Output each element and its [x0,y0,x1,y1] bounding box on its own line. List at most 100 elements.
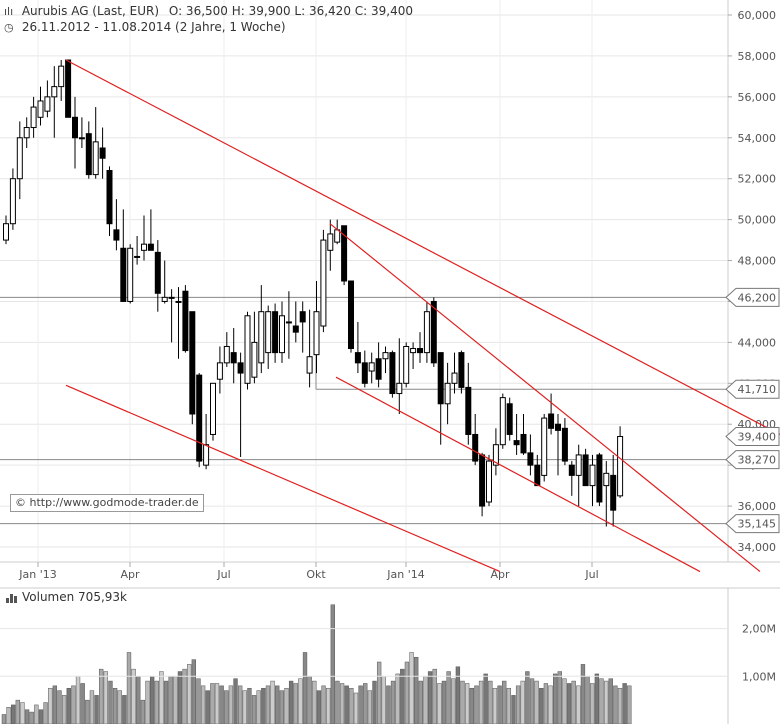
volume-bar [15,699,20,724]
candle-up [258,311,265,364]
candle-down [458,352,465,388]
candle-up [161,296,168,302]
candle-up [141,243,147,251]
trendline [65,59,780,435]
volume-bar [437,683,442,724]
y-tick-label: 44,000 [738,336,777,349]
volume-bar [242,690,247,724]
candle-down [99,147,106,159]
volume-bar [256,690,261,724]
volume-bars [0,587,780,724]
volume-bar [131,668,136,724]
volume-bar [353,692,359,724]
y-tick-label: 52,000 [738,173,777,186]
candle-down [375,358,382,380]
volume-bar [122,695,127,724]
volume-bar [6,707,11,724]
candle-down [154,251,161,294]
volume-bar [182,668,187,724]
volume-bar [11,704,16,724]
level-tag-label: 39,400 [738,431,777,444]
volume-bar [265,685,271,724]
volume-bar [140,699,146,724]
volume-bar [219,685,224,724]
volume-bar [395,673,400,724]
volume-bar [344,685,349,724]
volume-bar [441,680,447,724]
volume-bar [168,676,173,724]
x-tick-label: Jan '13 [18,568,56,581]
volume-bar [622,683,627,724]
volume-bar [247,687,252,724]
candle-up [251,341,258,378]
volume-bar [580,664,586,724]
candle-up [30,106,37,129]
volume-bar [136,676,141,724]
level-tag-label: 41,710 [738,383,777,396]
level-tags: 46,200 41,710 39,400 38,270 35,145 [725,287,780,534]
x-tick-label: Apr [120,568,140,581]
source-credit[interactable]: © http://www.godmode-trader.de [10,494,204,512]
volume-bar [488,680,493,724]
volume-bar [464,683,470,724]
volume-bar [566,683,572,724]
candle-up [175,300,182,303]
level-tag [725,427,780,447]
candle-down [430,300,437,364]
y-tick-label: 50,000 [738,214,777,227]
trendline [335,376,701,573]
candle-up [320,239,327,327]
volume-bar [557,671,562,724]
x-tick-label: Jul [216,568,230,581]
volume-bar [400,668,405,724]
candle-down [610,474,617,511]
volume-bar [326,687,331,724]
candle-up [210,382,216,435]
candle-down [555,423,561,431]
volume-bar [224,690,229,724]
volume-bar [251,695,257,724]
candle-down [106,170,113,225]
candle-down [389,352,396,395]
volume-bar [270,680,275,724]
volume-tick-label: 1,00M [742,670,776,683]
candle-up [603,472,610,487]
candle-up [499,397,506,446]
volume-bar [603,680,609,724]
level-tag [725,450,780,470]
candle-up [306,356,313,374]
candle-up [327,233,334,251]
volume-bar [571,680,576,724]
volume-bar [451,678,456,724]
candle-up [492,444,499,466]
trendline [329,223,761,573]
candle-up [541,417,548,476]
volume-bar [330,604,335,724]
volume-bar [469,687,474,724]
volume-bar [553,673,558,724]
volume-bar [483,673,488,724]
volume-bar [608,678,613,724]
volume-bar [210,683,215,724]
volume-bar [99,668,104,724]
grid-lines [0,0,780,563]
candle-up [16,137,23,180]
volume-bar [316,690,322,724]
candle-up [216,362,223,380]
volume-bar [432,668,437,724]
volume-bar [511,695,516,724]
volume-bar [590,683,595,724]
level-tag-label: 46,200 [738,291,777,304]
volume-bar [205,690,210,724]
candle-down [417,348,423,354]
volume-bar [71,685,76,724]
volume-bar [52,685,58,724]
volume-bar [307,676,312,724]
date-range-row: ◷ 26.11.2012 - 11.08.2014 (2 Jahre, 1 Wo… [4,20,286,34]
level-tag-label: 38,270 [738,454,777,467]
volume-bar [1,714,7,724]
level-tag-label: 35,145 [738,518,777,531]
candle-up [134,255,141,258]
trendlines [65,59,780,573]
volume-bar [238,685,243,724]
